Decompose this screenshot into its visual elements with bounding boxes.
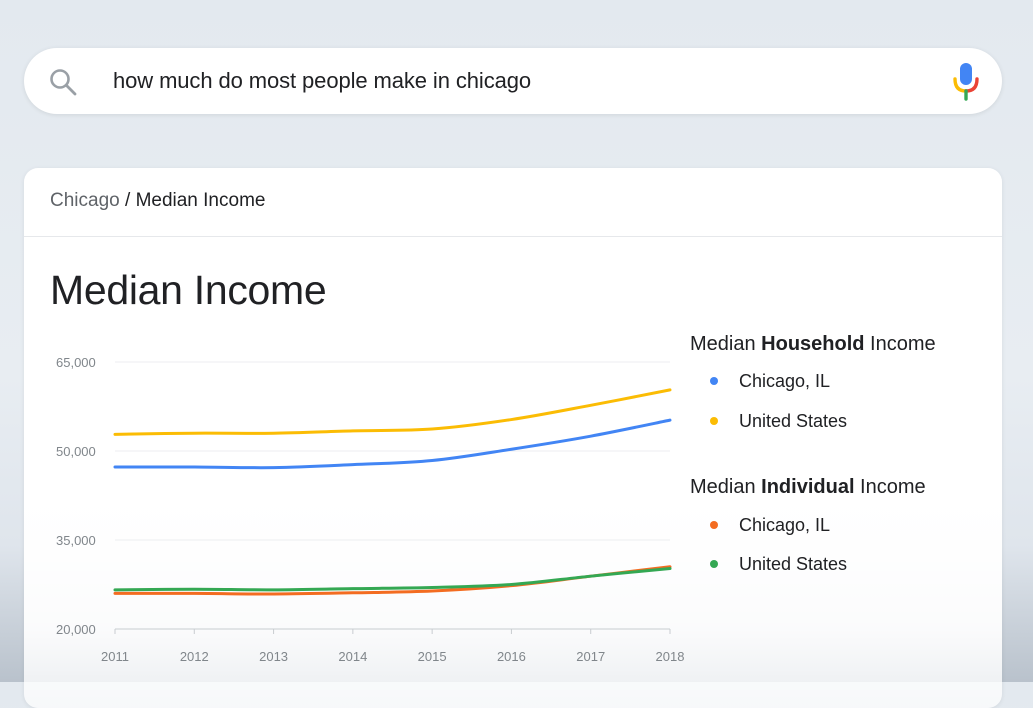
y-tick-label: 20,000: [56, 622, 96, 637]
y-tick-label: 65,000: [56, 355, 96, 370]
line-household-chicago: [113, 418, 672, 470]
legend-individual-prefix: Median: [690, 476, 762, 498]
page-title: Median Income: [50, 267, 327, 313]
microphone-icon[interactable]: [950, 61, 982, 101]
result-card: [24, 168, 1002, 708]
legend-item-individual-us[interactable]: United States: [710, 551, 847, 577]
breadcrumb-chicago-link[interactable]: Chicago: [50, 190, 120, 211]
breadcrumb-current: Median Income: [135, 190, 266, 211]
legend-dot-blue: [710, 376, 718, 385]
line-individual-us: [113, 566, 672, 592]
legend-household-title: Median Household Income: [690, 330, 936, 358]
legend-label: United States: [739, 554, 848, 574]
breadcrumb-separator: /: [119, 190, 136, 211]
legend-individual-title: Median Individual Income: [690, 473, 926, 501]
breadcrumb: Chicago / Median Income: [50, 188, 265, 214]
legend-item-individual-chicago[interactable]: Chicago, IL: [710, 512, 830, 538]
legend-household-suffix: Income: [864, 333, 936, 355]
x-tick-label: 2017: [576, 649, 605, 664]
income-line-chart: 20,000 35,000 50,000 65,000 2011 2012 2013 2014…: [56, 355, 685, 664]
line-household-us: [113, 388, 672, 436]
x-tick-label: 2018: [656, 649, 685, 664]
legend-household-bold: Household: [761, 333, 865, 355]
x-tick-label: 2015: [418, 649, 447, 664]
legend-label: Chicago, IL: [739, 515, 831, 535]
x-tick-label: 2012: [180, 649, 209, 664]
legend-item-household-chicago[interactable]: Chicago, IL: [710, 368, 830, 394]
y-tick-label: 50,000: [56, 444, 96, 459]
search-icon[interactable]: [48, 67, 78, 97]
legend-dot-yellow: [710, 416, 718, 425]
legend-item-household-us[interactable]: United States: [710, 408, 847, 434]
card-divider: [24, 236, 1002, 237]
y-tick-label: 35,000: [56, 533, 96, 548]
legend-individual-suffix: Income: [854, 476, 926, 498]
x-tick-label: 2016: [497, 649, 526, 664]
search-bar[interactable]: [24, 48, 1002, 114]
legend-dot-green: [710, 559, 718, 568]
x-tick-label: 2014: [338, 649, 367, 664]
legend-household-prefix: Median: [690, 333, 762, 355]
legend-individual-bold: Individual: [761, 476, 855, 498]
legend-label: United States: [739, 411, 848, 431]
x-tick-label: 2013: [259, 649, 288, 664]
search-input[interactable]: how much do most people make in chicago: [113, 68, 531, 93]
legend-dot-orange: [710, 520, 718, 529]
legend-label: Chicago, IL: [739, 371, 831, 391]
x-tick-label: 2011: [101, 649, 129, 664]
